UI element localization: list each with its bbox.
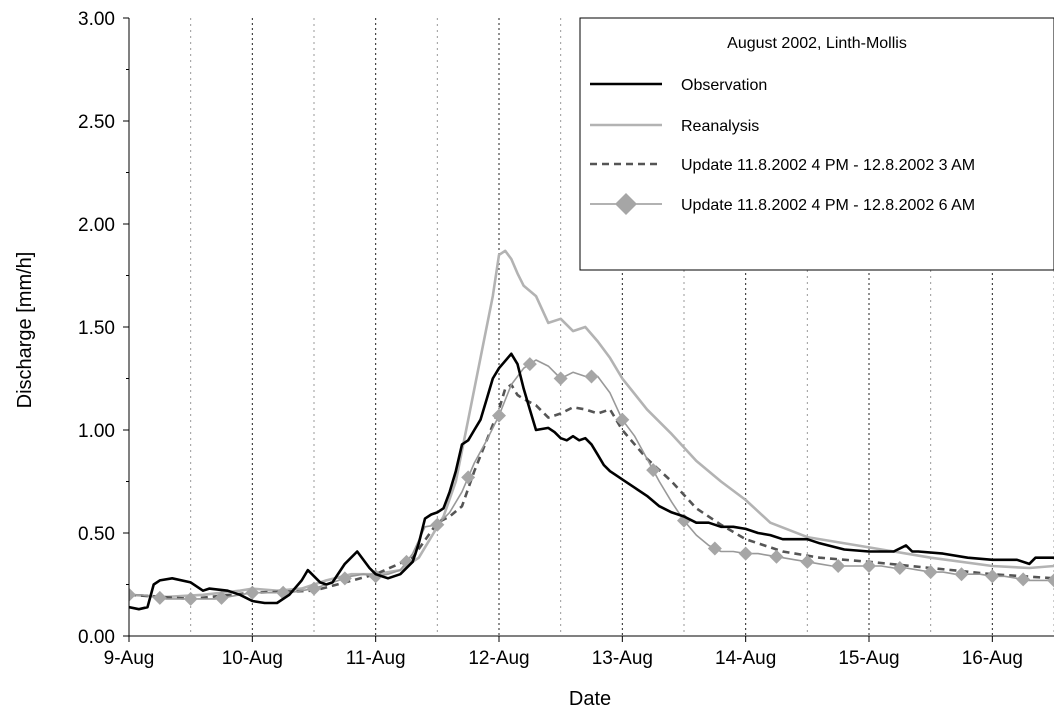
diamond-marker — [831, 558, 846, 573]
legend-diamond-marker — [615, 193, 637, 215]
y-tick-label: 2.50 — [78, 112, 115, 133]
diamond-marker — [461, 470, 476, 485]
legend: August 2002, Linth-Mollis Observation Rea… — [579, 17, 1054, 271]
legend-box — [579, 17, 1054, 271]
diamond-marker — [1016, 572, 1031, 587]
diamond-marker — [615, 412, 630, 427]
x-tick-label: 12-Aug — [468, 648, 529, 669]
series-line-3 — [129, 383, 1054, 601]
x-axis-title: Date — [569, 688, 611, 710]
diamond-marker — [337, 571, 352, 586]
y-tick-label: 2.00 — [78, 215, 115, 236]
x-tick-label: 14-Aug — [715, 648, 776, 669]
series-line-1 — [129, 352, 1054, 611]
diamond-marker — [307, 581, 321, 596]
diamond-marker — [1047, 573, 1054, 588]
x-tick-label: 9-Aug — [104, 648, 155, 669]
diamond-marker — [800, 554, 815, 569]
x-tick-label: 10-Aug — [222, 648, 283, 669]
y-tick-label: 1.00 — [78, 421, 115, 442]
y-tick-label: 3.00 — [78, 9, 115, 30]
diamond-marker — [183, 591, 198, 606]
diamond-marker — [129, 587, 136, 602]
series-line-4 — [129, 359, 1054, 600]
diamond-marker — [646, 463, 661, 478]
x-tick-label: 15-Aug — [838, 648, 899, 669]
series-lines — [129, 249, 1054, 611]
series-line-2 — [129, 249, 1054, 599]
legend-entry: Update 11.8.2002 4 PM - 12.8.2002 6 AM — [590, 193, 975, 215]
diamond-marker — [954, 567, 969, 582]
diamond-marker — [245, 585, 260, 600]
chart-title: August 2002, Linth-Mollis — [727, 35, 907, 52]
diamond-marker — [584, 369, 599, 384]
diamond-marker — [985, 569, 1000, 584]
y-tick-label: 0.00 — [78, 627, 115, 648]
diamond-marker — [553, 371, 568, 386]
diamond-marker — [368, 569, 383, 584]
diamond-marker — [492, 408, 506, 423]
x-tick-label: 16-Aug — [962, 648, 1023, 669]
legend-entry: Observation — [590, 77, 767, 94]
x-tick-label: 11-Aug — [346, 648, 406, 669]
diamond-marker — [862, 558, 876, 573]
axes: 0.00 0.50 1.00 1.50 2.00 2.50 3.00 9-Aug 10-Aug 1… — [78, 9, 1054, 669]
legend-label: Update 11.8.2002 4 PM - 12.8.2002 3 AM — [681, 157, 975, 174]
diamond-marker — [214, 590, 229, 605]
diamond-marker — [430, 517, 445, 532]
x-tick-label: 13-Aug — [592, 648, 653, 669]
legend-label: Observation — [681, 77, 767, 94]
diamond-marker — [769, 549, 784, 564]
legend-label: Update 11.8.2002 4 PM - 12.8.2002 6 AM — [681, 197, 975, 214]
legend-entry: Update 11.8.2002 4 PM - 12.8.2002 3 AM — [590, 157, 975, 174]
legend-label: Reanalysis — [681, 118, 759, 135]
diamond-marker — [522, 357, 537, 372]
y-axis-title: Discharge [mm/h] — [14, 252, 36, 409]
diamond-marker — [738, 546, 753, 561]
y-tick-label: 0.50 — [78, 524, 115, 545]
y-tick-label: 1.50 — [78, 318, 115, 339]
diamond-marker — [892, 561, 907, 576]
diamond-marker — [707, 541, 722, 556]
diamond-marker — [923, 565, 938, 580]
diamond-marker — [152, 590, 167, 605]
legend-entry: Reanalysis — [590, 118, 759, 135]
